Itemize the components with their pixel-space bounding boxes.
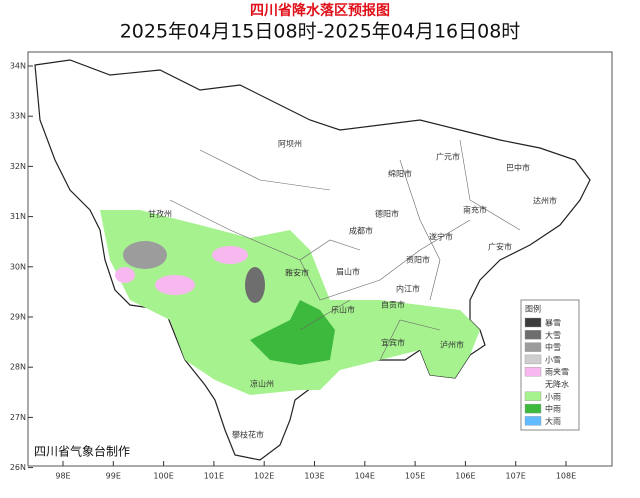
legend-swatch	[524, 367, 542, 377]
place-label: 乐山市	[331, 305, 355, 315]
legend-label: 大雪	[545, 330, 561, 340]
legend-swatch	[524, 342, 542, 352]
lat-label: 31N	[10, 212, 26, 221]
lat-label: 27N	[10, 413, 26, 422]
title: 四川省降水落区预报图	[250, 2, 390, 19]
lon-label: 99E	[106, 472, 121, 481]
place-label: 宜宾市	[381, 338, 405, 348]
place-label: 甘孜州	[148, 209, 172, 219]
place-label: 广安市	[488, 242, 512, 252]
lon-label: 101E	[204, 472, 224, 481]
legend-swatch	[525, 379, 541, 389]
place-label: 泸州市	[440, 340, 464, 350]
legend-swatch	[524, 354, 542, 365]
lat-label: 29N	[10, 313, 26, 322]
lat-label: 30N	[10, 262, 26, 271]
lon-label: 100E	[153, 472, 173, 481]
place-label: 自贡市	[381, 300, 405, 310]
legend-label: 大雨	[545, 416, 561, 426]
place-label: 阿坝州	[278, 140, 302, 149]
lon-label: 106E	[455, 472, 475, 481]
place-label: 攀枝花市	[232, 430, 264, 440]
legend-label: 小雨	[545, 392, 561, 401]
province	[34, 59, 591, 461]
lon-label: 107E	[506, 472, 526, 481]
lat-label: 32N	[10, 162, 26, 171]
place-label: 遂宁市	[429, 232, 453, 242]
place-label: 广元市	[436, 152, 460, 162]
place-label: 资阳市	[406, 255, 430, 265]
lon-label: 102E	[254, 472, 274, 481]
legend-title: 图例	[525, 304, 541, 314]
legend-label: 小雪	[545, 355, 561, 364]
lon-label: 98E	[55, 472, 70, 481]
lon-label: 105E	[405, 472, 425, 481]
subtitle: 2025年04月15日08时-2025年04月16日08时	[120, 21, 521, 43]
footer: 四川省气象台制作	[34, 444, 130, 459]
lon-label: 103E	[304, 472, 324, 481]
legend-label: 无降水	[545, 379, 569, 389]
place-label: 绵阳市	[388, 169, 412, 179]
legend-swatch	[524, 330, 542, 340]
legend-label: 中雪	[545, 342, 561, 352]
legend-label: 暴雪	[545, 319, 561, 328]
place-label: 成都市	[349, 226, 373, 236]
place-label: 眉山市	[336, 267, 360, 277]
lon-label: 108E	[556, 472, 576, 481]
lat-label: 28N	[10, 363, 26, 372]
legend-label: 中雨	[545, 404, 561, 414]
legend-swatch	[524, 416, 542, 426]
place-label: 内江市	[396, 284, 420, 294]
place-label: 凉山州	[250, 379, 274, 389]
place-label: 巴中市	[506, 163, 530, 173]
place-label: 南充市	[463, 205, 487, 215]
place-label: 达州市	[533, 196, 557, 206]
lat-label: 26N	[10, 463, 26, 472]
legend-swatch	[524, 403, 542, 414]
legend-label: 雨夹雪	[545, 367, 569, 377]
legend-swatch	[524, 391, 542, 401]
lon-label: 104E	[355, 472, 375, 481]
legend-swatch	[524, 317, 542, 328]
place-label: 德阳市	[375, 209, 399, 219]
lat-label: 33N	[10, 112, 26, 121]
lat-label: 34N	[10, 62, 26, 71]
place-label: 雅安市	[285, 268, 309, 278]
